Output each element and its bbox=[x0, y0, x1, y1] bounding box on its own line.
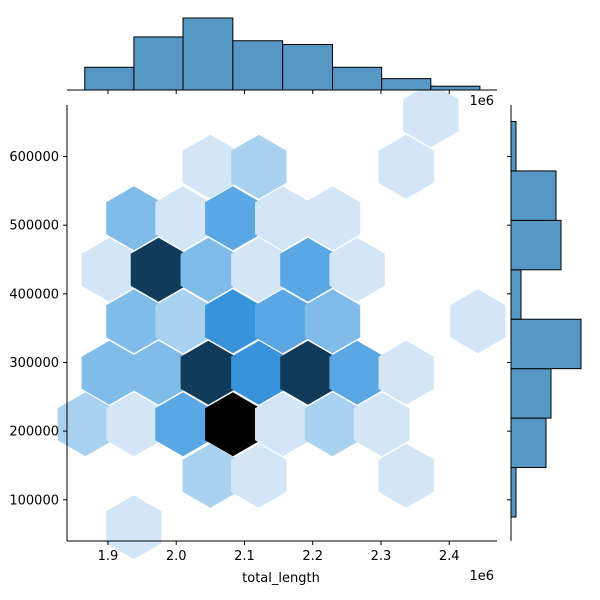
x-tick-label: 2.0 bbox=[166, 549, 187, 564]
hexbin-cell bbox=[353, 392, 410, 457]
hexbin-cell bbox=[280, 237, 336, 302]
y-hist-bar bbox=[510, 467, 517, 518]
hexbin-cell bbox=[155, 392, 211, 457]
x-tick-label: 2.1 bbox=[234, 549, 255, 564]
y-hist-bar bbox=[510, 219, 562, 271]
hexbin-cell bbox=[81, 340, 137, 405]
hexbin-cell bbox=[130, 237, 187, 302]
x-hist-bar bbox=[332, 66, 383, 91]
y-tick-label: 600000 bbox=[9, 150, 59, 165]
hexbin-cell bbox=[231, 443, 287, 508]
hexbin-cell bbox=[57, 392, 114, 457]
x-tick-label: 2.4 bbox=[439, 549, 460, 564]
hexbin-cell bbox=[231, 340, 287, 405]
y-hist-bar bbox=[510, 368, 552, 419]
x-hist-bar bbox=[232, 40, 284, 91]
y-tick-label: 500000 bbox=[9, 219, 59, 234]
y-tick-label: 400000 bbox=[9, 287, 59, 302]
hexbin-cell bbox=[155, 289, 211, 354]
hexbin-cell bbox=[130, 340, 187, 405]
x-hist-bar bbox=[381, 78, 432, 91]
y-tick-label: 100000 bbox=[9, 493, 59, 508]
y-tick-label: 200000 bbox=[9, 425, 59, 440]
hexbin-cell bbox=[255, 186, 311, 251]
hexbin-cell bbox=[329, 340, 385, 405]
y-tick-label: 300000 bbox=[9, 356, 59, 371]
x-axis-offset-label: 1e6 bbox=[469, 569, 494, 584]
x-hist-bar bbox=[430, 85, 481, 91]
x-hist-bar bbox=[84, 66, 135, 91]
hexbin-cell bbox=[403, 83, 459, 148]
x-tick-label: 2.2 bbox=[302, 549, 323, 564]
hexbin-cell bbox=[304, 289, 361, 354]
axes: 1.9 2.0 2.1 2.2 2.3 2.4 100000 200000 300000 4000… bbox=[9, 105, 497, 564]
hexbin-cell bbox=[231, 134, 287, 199]
hexbin-cell bbox=[182, 134, 238, 199]
hexbin-cell bbox=[304, 392, 361, 457]
y-hist-bar bbox=[510, 170, 557, 221]
hexbin-cell bbox=[205, 186, 261, 251]
hexbin-cell bbox=[106, 495, 162, 560]
x-axis-label: total_length bbox=[242, 571, 320, 586]
hexbin-cell bbox=[180, 237, 236, 302]
hexbin-cell bbox=[450, 289, 506, 354]
hexbin-cell bbox=[280, 340, 336, 405]
hexbin-cell bbox=[205, 392, 261, 457]
x-hist-bar bbox=[182, 17, 234, 91]
hexbin-cell bbox=[106, 289, 162, 354]
hexbin-cell bbox=[378, 134, 434, 199]
hexbin-cell bbox=[81, 237, 137, 302]
hexbin-cell bbox=[329, 237, 385, 302]
hexbin-cell bbox=[255, 392, 311, 457]
hexbin-cell bbox=[378, 340, 434, 405]
y-hist-bar bbox=[510, 269, 522, 320]
x-hist-bar bbox=[282, 44, 334, 91]
x-tick-label: 2.3 bbox=[371, 549, 392, 564]
hexbin-cell bbox=[106, 186, 162, 251]
x-hist-bar bbox=[133, 36, 184, 91]
hexbin-cell bbox=[231, 237, 287, 302]
x-marginal-histogram bbox=[67, 17, 497, 94]
marginal-offset-label: 1e6 bbox=[469, 94, 494, 109]
hexbin-cell bbox=[106, 392, 162, 457]
hexbin-cell bbox=[155, 186, 211, 251]
y-hist-bar bbox=[510, 318, 582, 370]
hexbin-cell bbox=[205, 289, 261, 354]
hexbin-cell bbox=[255, 289, 311, 354]
y-hist-bar bbox=[510, 417, 547, 469]
hexbin-cell bbox=[182, 443, 238, 508]
hexbin-cell bbox=[180, 340, 236, 405]
hexbin-cell bbox=[378, 443, 434, 508]
hexbin-cell bbox=[304, 186, 361, 251]
y-marginal-histogram bbox=[507, 105, 582, 541]
y-hist-bar bbox=[510, 120, 517, 172]
x-tick-label: 1.9 bbox=[98, 549, 119, 564]
hexbin-layer bbox=[57, 83, 506, 560]
